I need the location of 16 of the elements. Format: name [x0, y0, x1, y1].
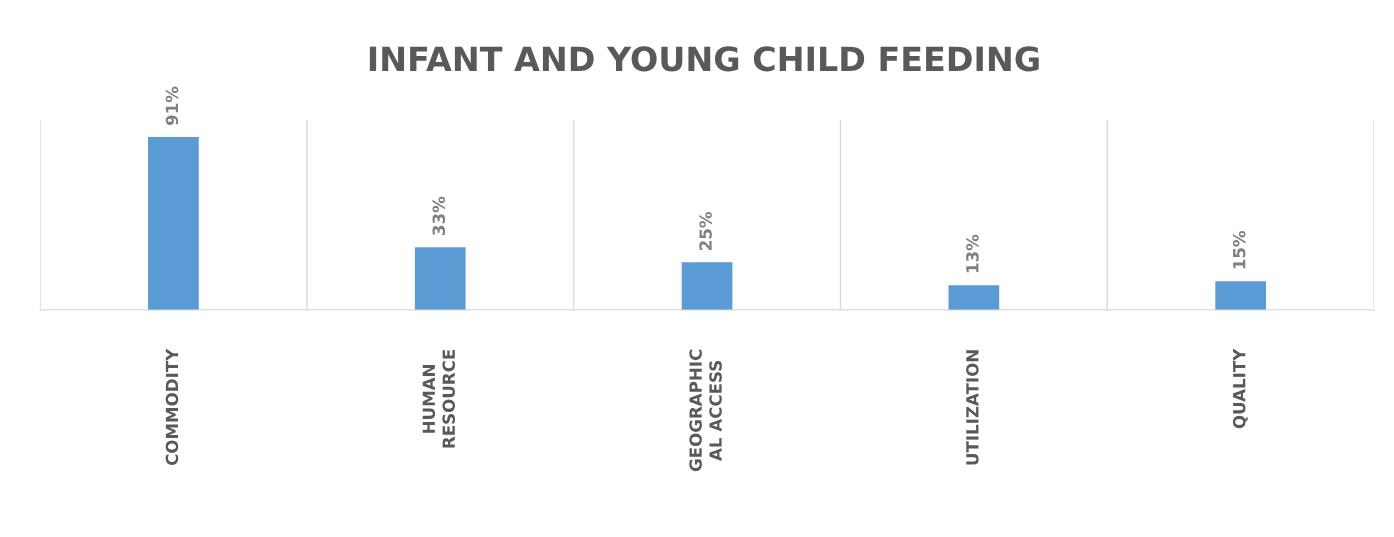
data-label: 25% — [699, 211, 712, 250]
x-tick-label: QUALITY — [1232, 348, 1248, 429]
bar — [948, 285, 1000, 310]
data-label: 13% — [966, 234, 979, 273]
bar — [148, 137, 199, 310]
bar — [414, 247, 466, 310]
x-tick-label: UTILIZATION — [966, 350, 979, 465]
bar — [1215, 281, 1267, 310]
x-tick-label: COMMODITY — [165, 348, 179, 466]
x-tick-label: GEOGRAPHIC AL ACCESS — [689, 349, 722, 472]
data-label: 33% — [432, 196, 446, 235]
data-label: 91% — [165, 86, 179, 126]
data-label: 15% — [1232, 230, 1246, 269]
bar — [681, 262, 733, 310]
x-tick-label: HUMAN RESOURCE — [422, 349, 456, 448]
chart-title: INFANT AND YOUNG CHILD FEEDING — [369, 46, 1039, 72]
